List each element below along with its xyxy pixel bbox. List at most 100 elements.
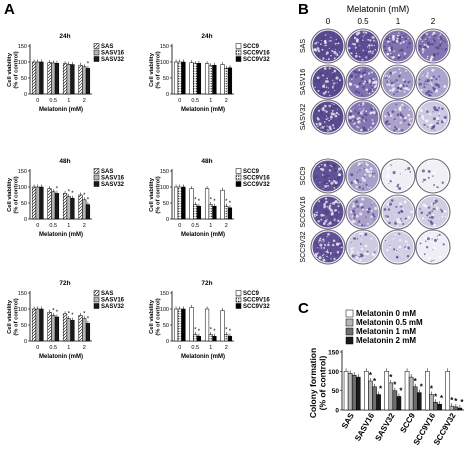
colony-spot [442,119,446,123]
colony-spot [370,170,373,173]
colony-spot [391,84,394,87]
legend-label: SCC9 [243,169,260,175]
colony-spot [367,170,371,174]
colony-spot [389,36,392,38]
colony-spot [418,78,421,81]
legend-label: SCC9 [243,291,260,297]
bar [196,205,202,220]
colony-spot [365,110,368,113]
colony-spot [354,46,357,49]
well-stain [417,231,449,263]
bar [404,371,410,411]
colony-spot [435,168,438,171]
colony-spot [328,67,331,70]
bar [39,308,44,342]
colony-spot [358,68,361,71]
colony-spot [320,39,322,42]
colony-spot [352,44,354,46]
colony-spot [386,174,390,179]
colony-spot [372,89,376,92]
colony-spot [338,119,340,121]
colony-spot [319,127,322,129]
colony-spot [388,123,391,126]
x-axis-label: Melatonin (mM) [39,107,83,113]
colony-spot [326,47,328,49]
colony-spot [315,242,318,244]
colony-spot [336,242,340,246]
colony-spot [367,222,369,225]
colony-spot [360,247,364,251]
colony-spot [395,255,399,259]
significance-star: * [399,386,403,395]
bar [227,207,233,220]
colony-spot [421,47,425,51]
colony-spot [435,105,438,107]
colony-spot [396,113,400,117]
colony-spot [359,169,361,171]
colony-spot [351,53,353,55]
colony-spot [423,43,426,46]
y-axis-label-line: Cell viability [7,299,13,334]
colony-spot [357,74,360,77]
colony-spot [426,253,429,256]
colony-spot [355,110,357,113]
colony-spot [322,214,325,217]
bar [66,196,71,220]
colony-spot [327,176,330,179]
colony-spot [370,46,373,49]
panel-letter-b: B [298,1,309,18]
colony-spot [348,115,352,120]
colony-spot [337,171,339,173]
colony-spot [384,77,387,80]
colony-spot [444,216,447,218]
colony-spot [332,243,335,247]
colony-spot [371,122,375,125]
y-tick-label: 150 [160,169,169,175]
colony-spot [361,177,364,180]
colony-spot [322,45,326,49]
colony-spot [425,107,427,109]
colony-spot [440,210,444,213]
bar [189,62,194,95]
colony-spot [362,179,364,181]
x-tick-label: 1 [209,345,212,351]
colony-spot [335,83,338,86]
colony-spot [350,247,353,250]
colony-spot [441,181,445,184]
colony-spot [327,87,330,89]
colony-spot [438,43,442,47]
colony-spot [390,46,393,49]
colony-spot [393,129,396,132]
bar [39,186,44,220]
colony-spot [317,89,320,92]
colony-spot [367,72,371,75]
significance-star: * [71,191,74,197]
colony-spot [426,126,429,128]
bar [181,186,186,220]
chart-time-title: 24h [59,33,70,40]
colony-spot [337,173,341,177]
colony-spot [324,34,327,36]
colony-spot [334,253,338,257]
colony-spot [376,247,378,249]
colony-spot [334,178,336,180]
colony-spot [406,254,410,258]
colony-spot [444,40,446,43]
colony-spot [334,181,338,185]
colony-spot [349,74,353,79]
colony-spot [395,249,398,252]
colony-spot [328,105,330,107]
wells-title: Melatonin (mM) [347,4,410,14]
colony-spot [372,253,376,257]
colony-spot [385,215,387,217]
colony-spot [388,182,390,185]
colony-spot [324,90,328,93]
colony-spot [369,83,372,86]
colony-spot [339,51,341,53]
bar [85,323,91,342]
colony-spot [313,213,315,216]
bar [62,193,68,220]
colony-spot [437,119,440,122]
colony-spot [332,72,336,76]
